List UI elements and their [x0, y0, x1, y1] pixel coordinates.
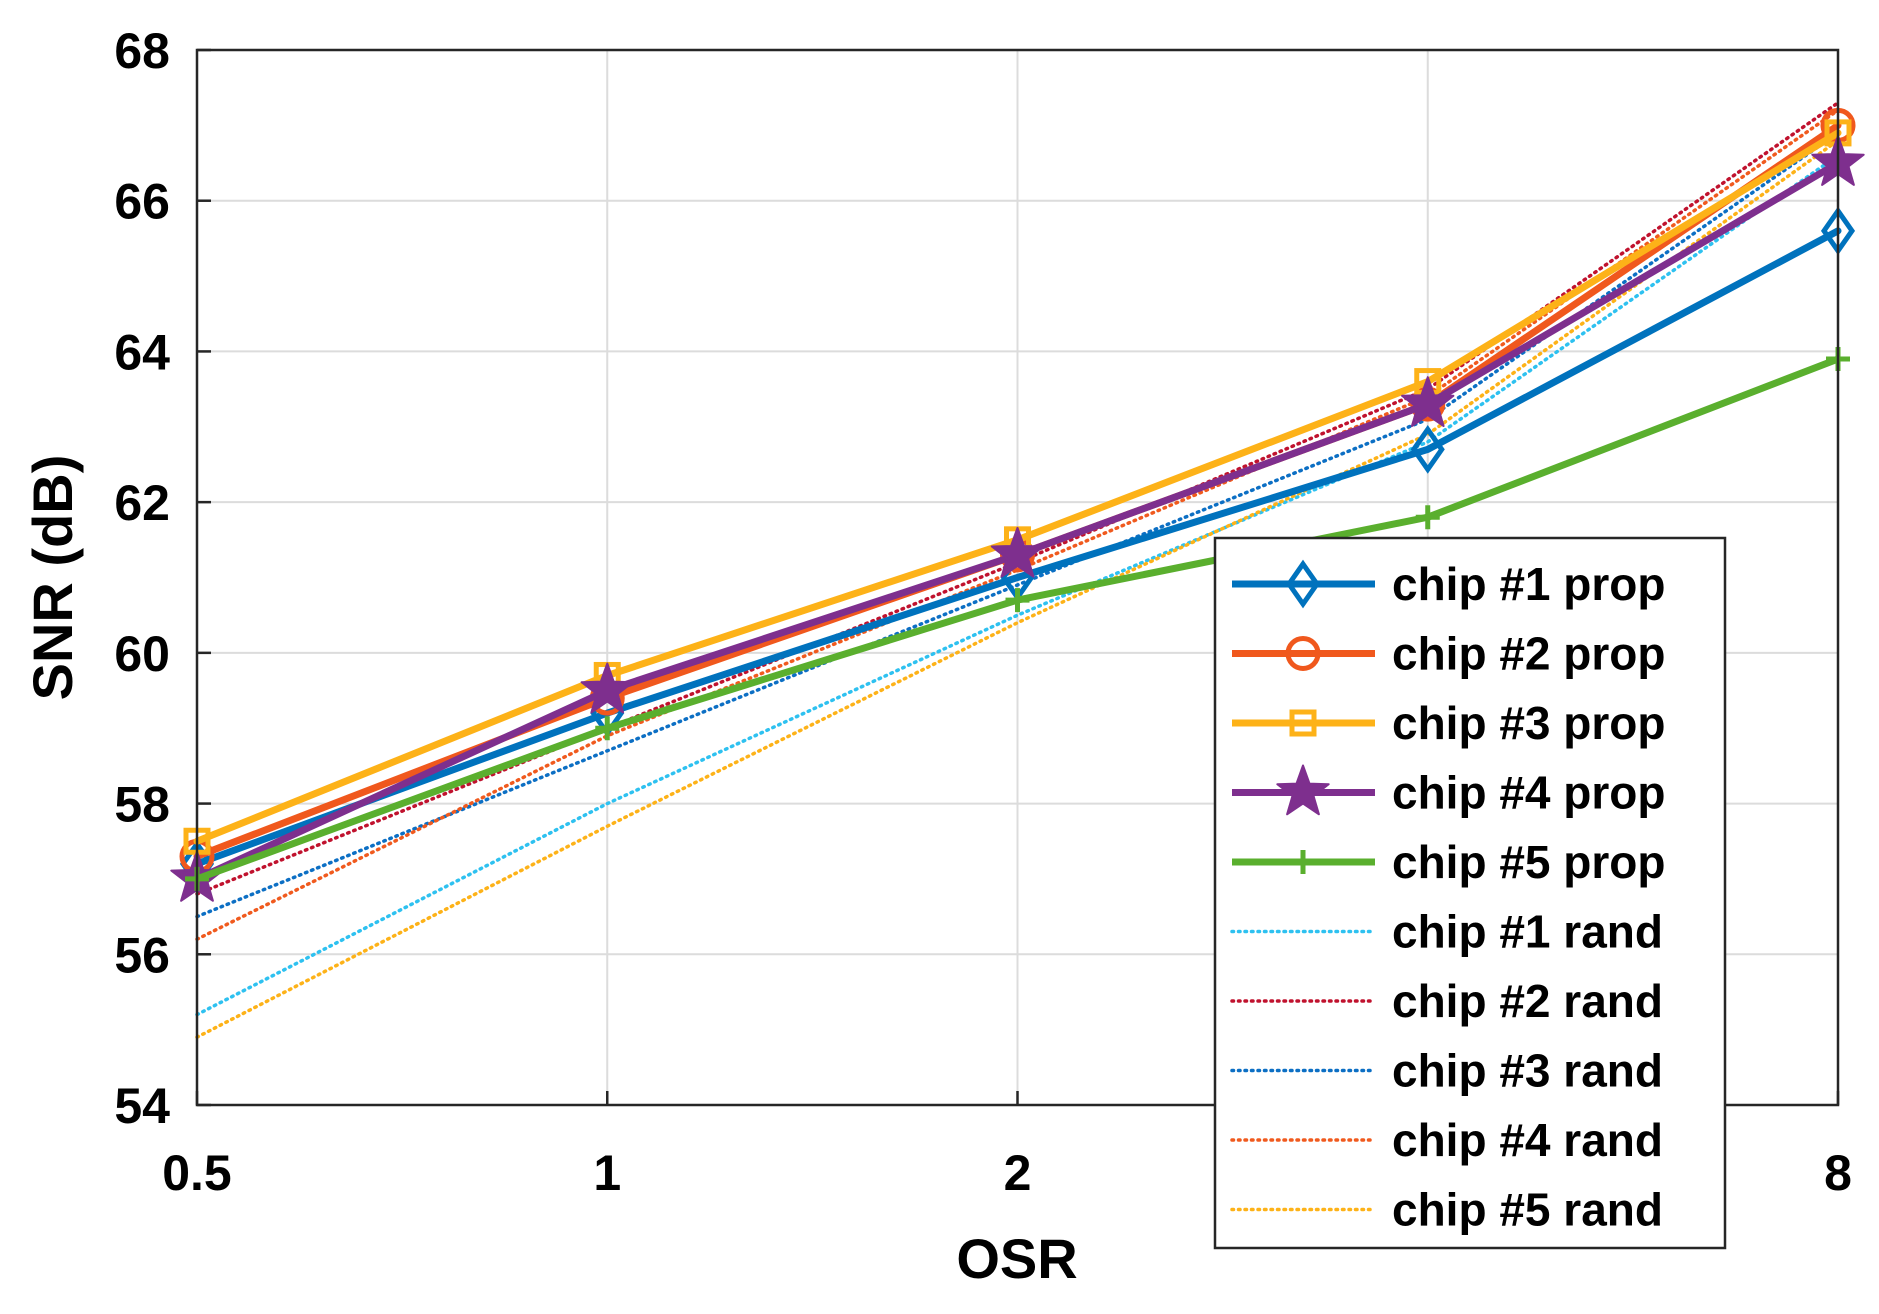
y-tick-label: 56 — [114, 927, 170, 983]
legend-item: chip #1 prop — [1232, 558, 1665, 610]
legend-label: chip #5 prop — [1392, 836, 1665, 888]
x-tick-label: 2 — [1004, 1145, 1032, 1201]
legend-label: chip #3 rand — [1392, 1045, 1663, 1097]
x-tick-label: 8 — [1824, 1145, 1852, 1201]
legend-label: chip #3 prop — [1392, 697, 1665, 749]
x-tick-label: 1 — [593, 1145, 621, 1201]
y-tick-label: 60 — [114, 626, 170, 682]
legend: chip #1 prop chip #2 prop chip #3 prop chip… — [1213, 536, 1727, 1250]
legend-item: chip #4 prop — [1232, 764, 1665, 819]
series-line-chip-4-rand — [195, 108, 1840, 941]
series-chip-4-rand — [195, 108, 1840, 941]
data-point — [990, 526, 1045, 578]
legend-item: chip #5 rand — [1230, 1184, 1663, 1236]
legend-label: chip #2 rand — [1392, 975, 1663, 1027]
legend-marker — [1289, 709, 1317, 737]
series-line-chip-1-prop — [193, 227, 1842, 868]
legend-marker — [1285, 636, 1321, 671]
data-point — [1410, 425, 1445, 474]
legend-item: chip #3 rand — [1230, 1045, 1663, 1097]
data-point — [1005, 588, 1030, 613]
legend-item: chip #5 prop — [1232, 836, 1665, 888]
legend-label: chip #4 rand — [1392, 1114, 1663, 1166]
y-tick-label: 68 — [114, 23, 170, 79]
series-chip-1-rand — [195, 153, 1840, 1017]
x-tick-label: 0.5 — [162, 1145, 232, 1201]
y-tick-label: 62 — [114, 475, 170, 531]
y-tick-label: 58 — [114, 777, 170, 833]
y-tick-label: 66 — [114, 174, 170, 230]
data-point — [595, 716, 620, 741]
tick-labels: 0.512485456586062646668 — [114, 23, 1852, 1201]
legend-item: chip #2 prop — [1232, 628, 1665, 680]
legend-label: chip #1 rand — [1392, 906, 1663, 958]
legend-item: chip #1 rand — [1230, 906, 1663, 958]
data-point — [580, 662, 634, 714]
y-tick-label: 54 — [114, 1078, 170, 1134]
legend-item: chip #2 rand — [1230, 975, 1663, 1027]
y-axis-label: SNR (dB) — [21, 455, 84, 701]
legend-marker — [1291, 850, 1315, 874]
legend-label: chip #1 prop — [1392, 558, 1665, 610]
data-point — [1401, 376, 1455, 427]
x-axis-label: OSR — [956, 1227, 1077, 1290]
legend-item: chip #4 rand — [1230, 1114, 1663, 1166]
legend-marker — [1285, 559, 1321, 609]
legend-label: chip #5 rand — [1392, 1184, 1663, 1236]
legend-label: chip #2 prop — [1392, 628, 1665, 680]
series-line-chip-1-rand — [195, 153, 1840, 1017]
legend-item: chip #3 prop — [1232, 697, 1665, 749]
data-point — [1415, 505, 1440, 530]
series-chip-5-rand — [195, 138, 1840, 1039]
legend-marker — [1276, 764, 1330, 816]
series-layer — [170, 101, 1865, 1039]
plot-frame — [195, 48, 1840, 1107]
legend-label: chip #4 prop — [1392, 767, 1665, 819]
series-line-chip-5-rand — [195, 138, 1840, 1039]
y-tick-label: 64 — [114, 324, 170, 380]
